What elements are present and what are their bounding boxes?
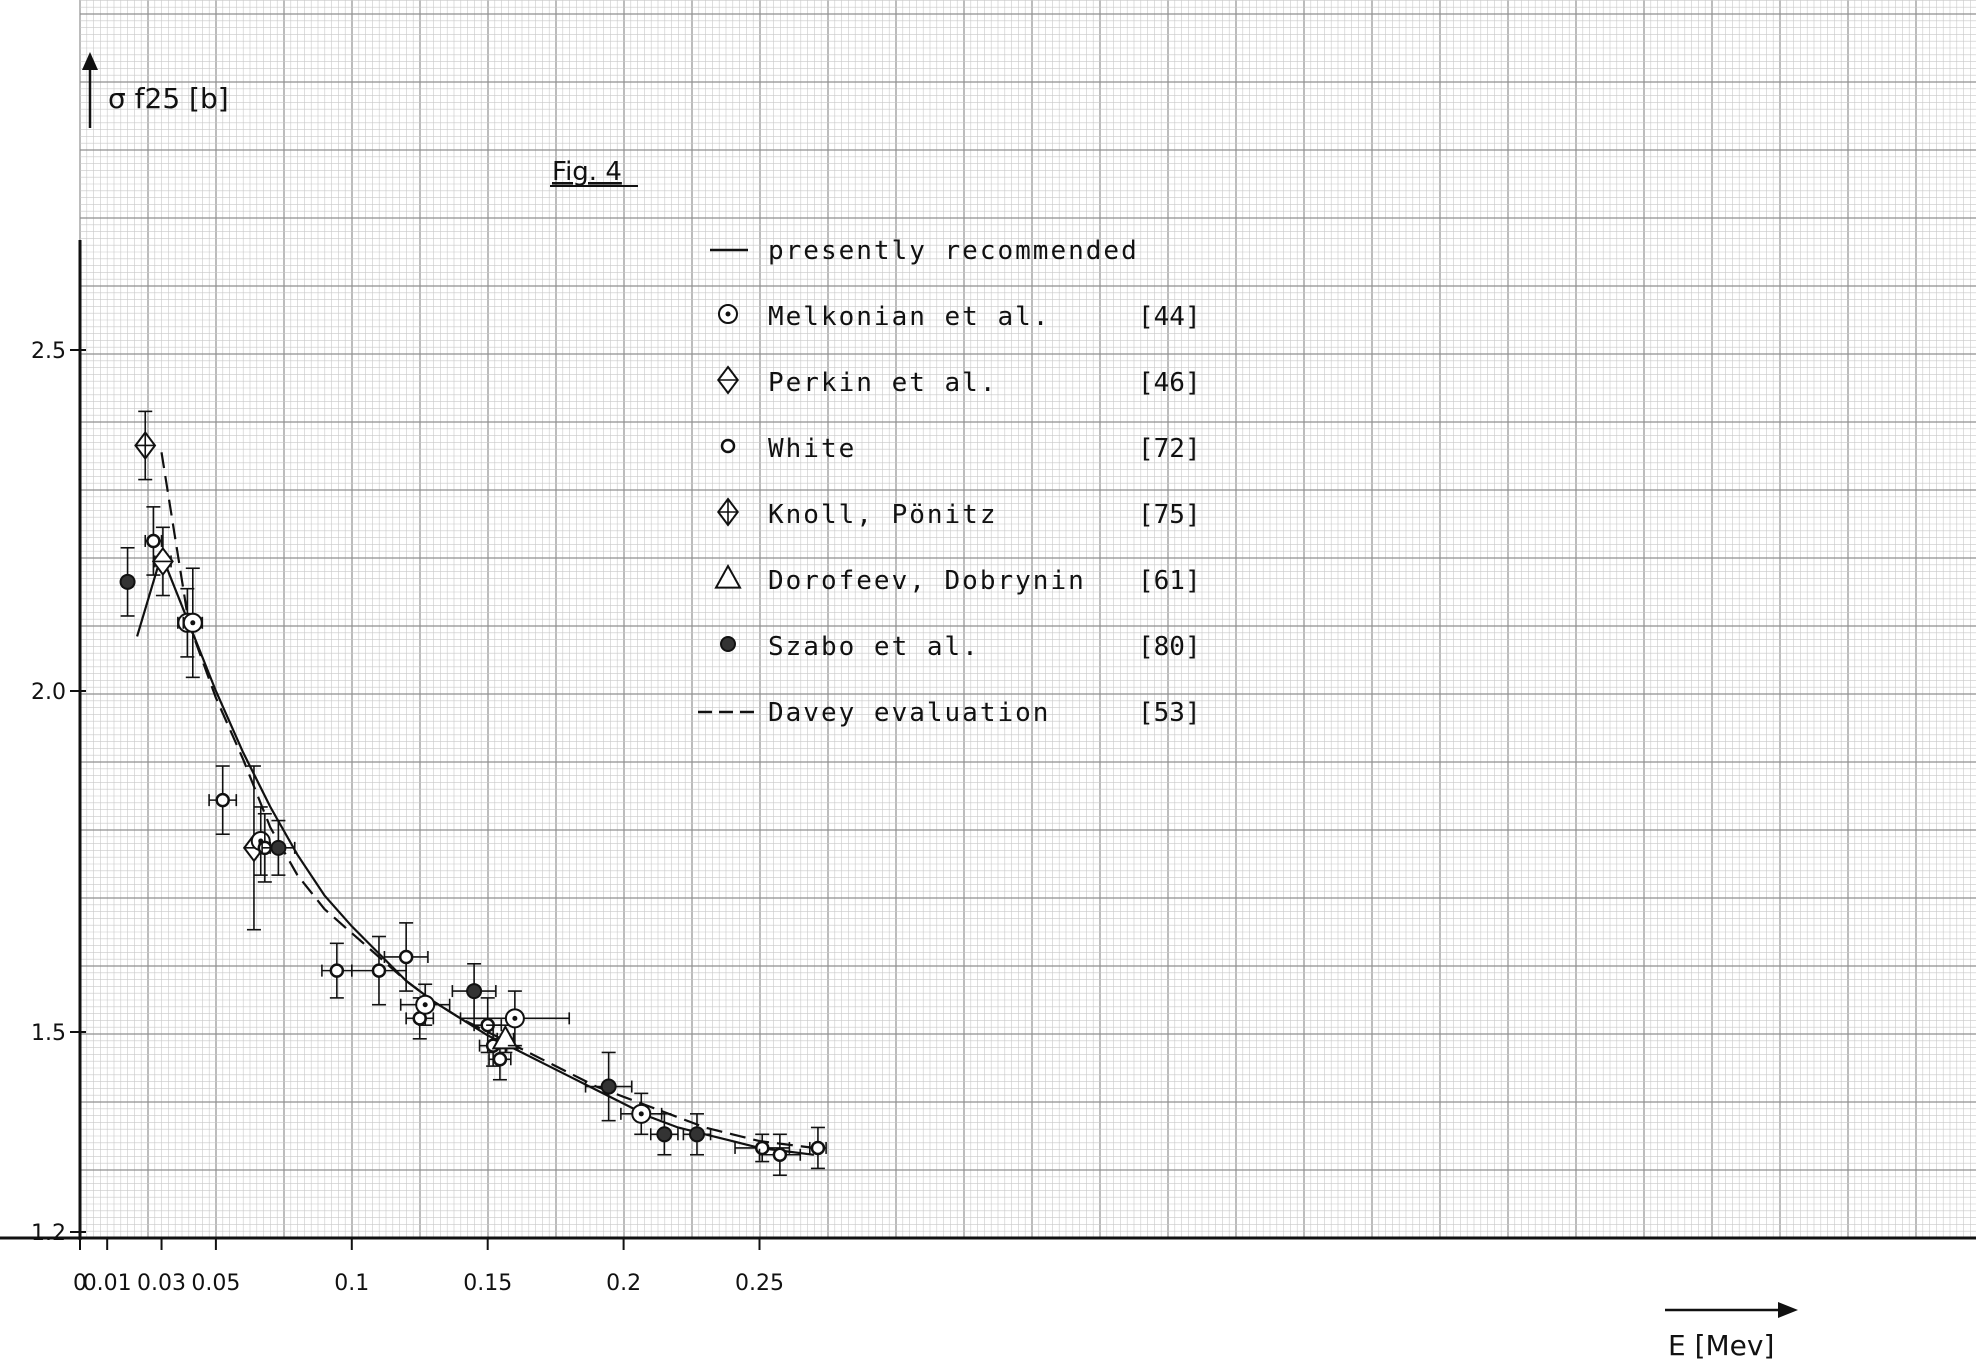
x-tick-label: 0.1 bbox=[334, 1271, 369, 1296]
marker-small-circle bbox=[810, 1140, 826, 1156]
data-points bbox=[119, 410, 827, 1177]
legend-item-dorofeev: Dorofeev, Dobrynin [61] bbox=[714, 563, 1201, 596]
legend-reference: [53] bbox=[1138, 698, 1201, 728]
legend-reference: [72] bbox=[1138, 434, 1201, 464]
figure-title: Fig. 4 bbox=[552, 157, 622, 187]
x-tick-label: 0.01 bbox=[83, 1271, 132, 1296]
y-tick-label: 1.2 bbox=[31, 1221, 66, 1246]
legend-label: Davey evaluation bbox=[768, 698, 1050, 728]
y-arrow-head bbox=[82, 52, 98, 70]
data-point bbox=[144, 506, 163, 576]
marker-filled-circle bbox=[656, 1126, 673, 1143]
x-tick-label: 0 bbox=[73, 1271, 87, 1296]
data-point bbox=[208, 765, 238, 836]
x-tick-label: 0.2 bbox=[606, 1271, 641, 1296]
marker-center-dot bbox=[190, 620, 196, 626]
x-tick-label: 0.25 bbox=[735, 1271, 784, 1296]
legend-label: Knoll, Pönitz bbox=[768, 500, 998, 530]
y-tick-label: 2.0 bbox=[31, 680, 66, 705]
data-point bbox=[151, 526, 174, 597]
marker-filled-circle bbox=[720, 636, 736, 652]
marker-filled-circle bbox=[688, 1126, 705, 1143]
marker-small-circle bbox=[371, 963, 387, 978]
y-tick-label: 2.5 bbox=[31, 339, 66, 364]
legend-item-szabo: Szabo et al. [80] bbox=[720, 632, 1201, 662]
data-point bbox=[808, 1126, 827, 1170]
legend-reference: [75] bbox=[1138, 500, 1201, 530]
marker-filled-circle bbox=[600, 1078, 617, 1095]
x-tick-label: 0.15 bbox=[463, 1271, 512, 1296]
x-axis-title: E [Mev] bbox=[1668, 1329, 1774, 1362]
y-axis-title: σ f25 [b] bbox=[108, 82, 229, 115]
marker-filled-circle bbox=[270, 839, 287, 856]
marker-small-circle bbox=[215, 792, 230, 808]
legend-item-recommended: presently recommended bbox=[710, 236, 1139, 266]
data-point bbox=[182, 567, 204, 679]
legend: presently recommended Melkonian et al. [44… bbox=[698, 236, 1201, 728]
marker-triangle bbox=[714, 563, 742, 589]
data-point bbox=[620, 1092, 663, 1136]
marker-center-dot bbox=[422, 1002, 428, 1008]
marker-small-circle bbox=[720, 438, 736, 454]
data-point bbox=[649, 1113, 679, 1156]
marker-small-circle bbox=[772, 1147, 788, 1163]
marker-center-dot bbox=[638, 1111, 644, 1117]
data-point bbox=[350, 935, 407, 1006]
marker-center-dot bbox=[512, 1015, 518, 1021]
marker-small-circle bbox=[146, 533, 161, 549]
legend-reference: [44] bbox=[1138, 302, 1201, 332]
x-arrow-head bbox=[1778, 1302, 1798, 1318]
marker-small-circle bbox=[492, 1052, 508, 1067]
data-point bbox=[682, 1113, 712, 1156]
y-tick-label: 1.5 bbox=[31, 1021, 66, 1046]
axes bbox=[0, 52, 1976, 1318]
legend-reference: [46] bbox=[1138, 368, 1201, 398]
marker-small-circle bbox=[754, 1140, 770, 1156]
data-point bbox=[134, 410, 157, 481]
marker-triangle bbox=[491, 1024, 520, 1050]
data-point bbox=[758, 1133, 802, 1177]
legend-item-perkin: Perkin et al. [46] bbox=[717, 365, 1201, 398]
data-point bbox=[451, 962, 497, 1020]
data-point bbox=[119, 546, 136, 617]
legend-label: Dorofeev, Dobrynin bbox=[768, 566, 1086, 596]
tick-labels: 00.01 0.03 0.05 0.1 0.15 0.2 0.25 1.2 1.5 2.0 2.5 bbox=[31, 339, 784, 1296]
marker-small-circle bbox=[398, 949, 414, 965]
legend-reference: [61] bbox=[1138, 566, 1201, 596]
legend-label: White bbox=[768, 434, 856, 464]
data-point bbox=[399, 983, 451, 1026]
legend-reference: [80] bbox=[1138, 632, 1201, 662]
legend-label: Perkin et al. bbox=[768, 368, 998, 398]
x-tick-label: 0.03 bbox=[137, 1271, 186, 1296]
legend-label: presently recommended bbox=[768, 236, 1139, 266]
data-point bbox=[383, 922, 429, 992]
legend-item-knoll: Knoll, Pönitz [75] bbox=[717, 497, 1201, 530]
marker-filled-circle bbox=[466, 983, 483, 1000]
marker-center-dot bbox=[725, 311, 731, 317]
data-point bbox=[459, 990, 571, 1047]
data-point bbox=[261, 819, 296, 876]
legend-item-melkonian: Melkonian et al. [44] bbox=[718, 302, 1201, 332]
marker-small-circle bbox=[329, 963, 345, 978]
data-point bbox=[584, 1051, 633, 1122]
legend-label: Melkonian et al. bbox=[768, 302, 1050, 332]
marker-filled-circle bbox=[119, 573, 136, 590]
legend-item-white: White [72] bbox=[720, 434, 1201, 464]
legend-label: Szabo et al. bbox=[768, 632, 980, 662]
x-tick-label: 0.05 bbox=[191, 1271, 240, 1296]
data-point bbox=[491, 1024, 520, 1054]
legend-item-davey: Davey evaluation [53] bbox=[698, 698, 1201, 728]
